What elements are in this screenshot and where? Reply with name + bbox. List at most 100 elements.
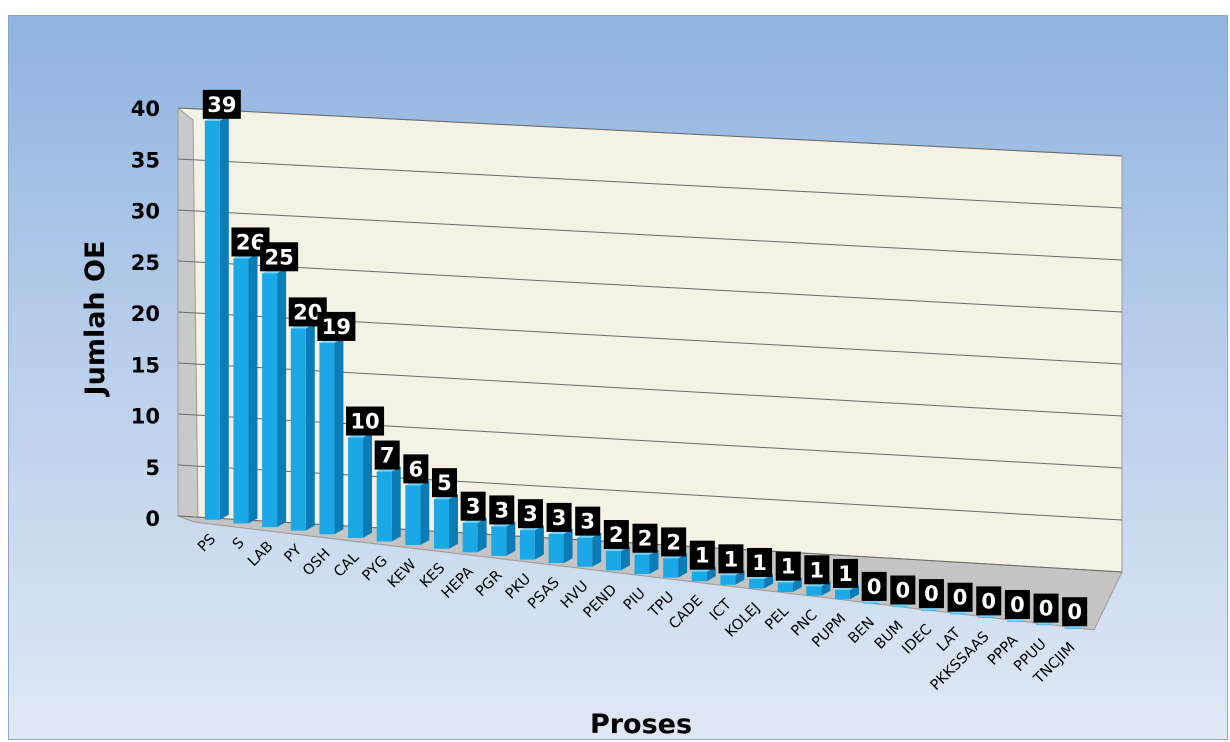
bar [204, 115, 229, 520]
y-axis-title: Jumlah OE [80, 241, 111, 398]
y-tick-label: 10 [131, 405, 160, 429]
data-label-value: 0 [1010, 593, 1025, 617]
data-label-box [202, 89, 241, 119]
bar [577, 532, 602, 567]
data-label-value: 1 [838, 562, 853, 586]
bar-side [592, 532, 602, 567]
data-label-value: 1 [695, 544, 710, 568]
data-label-value: 0 [953, 586, 968, 610]
bar-side [477, 517, 487, 553]
bar-front [233, 258, 249, 524]
data-label-value: 0 [1067, 600, 1082, 624]
x-tick-label: PIU [621, 586, 649, 614]
data-label-box [460, 491, 486, 521]
bar-front [1035, 624, 1051, 626]
bar [663, 553, 688, 578]
y-tick-label: 35 [131, 148, 160, 172]
data-label: 19 [317, 311, 356, 341]
bar-side [420, 480, 430, 546]
data-label-value: 10 [350, 410, 379, 434]
x-tick-label: CAL [331, 549, 362, 580]
gridline [177, 158, 1123, 209]
x-tick-label: PGR [473, 567, 506, 600]
data-label-box [575, 506, 601, 536]
bar-front [806, 586, 822, 596]
bar-front [204, 120, 220, 520]
bar-front [949, 613, 965, 615]
data-label-value: 2 [609, 523, 624, 547]
bar-front [663, 558, 679, 578]
data-label: 3 [517, 499, 543, 529]
data-label: 20 [288, 297, 327, 327]
bar [319, 337, 344, 535]
data-label-box [403, 454, 429, 484]
bar [262, 268, 287, 528]
bar [405, 480, 430, 546]
bar-front [319, 342, 335, 535]
data-label-value: 2 [638, 527, 653, 551]
data-label-value: 0 [924, 582, 939, 606]
data-label-box [890, 575, 916, 605]
y-tick-label: 20 [131, 302, 160, 326]
bar-side [735, 570, 745, 585]
data-label: 5 [431, 468, 457, 498]
y-tick-label: 5 [145, 456, 160, 480]
bar-side [506, 521, 516, 556]
bar [290, 323, 315, 531]
bar-front [1064, 628, 1080, 629]
bar-front [405, 485, 421, 546]
bar-front [605, 551, 621, 571]
bar [462, 517, 487, 553]
data-label-value: 1 [781, 555, 796, 579]
data-label-box [1062, 597, 1088, 627]
data-label-box [431, 468, 457, 498]
y-tick-label: 30 [131, 200, 160, 224]
data-label: 2 [661, 527, 687, 557]
bar-front [749, 578, 765, 589]
data-label-box [603, 520, 629, 550]
bar-front [691, 571, 707, 582]
bar-front [577, 537, 593, 567]
data-label-value: 39 [207, 93, 236, 117]
data-label-box [747, 547, 773, 577]
bar-side [334, 337, 344, 535]
bar-front [978, 617, 994, 618]
data-label-value: 1 [810, 558, 825, 582]
bar-side [620, 546, 630, 571]
data-label: 0 [976, 586, 1002, 616]
data-label-value: 0 [867, 575, 882, 599]
y-axis-ticks: 0 5 10 15 20 25 30 35 40 [131, 97, 160, 531]
bar-side [391, 466, 401, 542]
bar-front [262, 273, 278, 528]
data-label-value: 3 [580, 510, 595, 534]
data-label-value: 19 [322, 315, 351, 339]
bar [634, 549, 659, 574]
bar-front [348, 437, 364, 538]
bar-front [491, 526, 507, 556]
bar [433, 494, 458, 549]
y-tick-label: 40 [131, 97, 160, 121]
bar-side [850, 584, 859, 600]
data-label: 0 [890, 575, 916, 605]
x-tick-label: KEW [385, 557, 420, 592]
x-tick-label: S [230, 535, 248, 553]
bar-side [678, 553, 688, 578]
bar-front [892, 606, 908, 608]
bar-front [519, 530, 535, 560]
data-label: 6 [403, 454, 429, 484]
data-label-value: 0 [1039, 597, 1054, 621]
bar-side [764, 574, 774, 589]
data-label-box [489, 495, 515, 525]
data-label-box [1004, 589, 1030, 619]
bar-side [277, 268, 287, 527]
data-label: 25 [260, 242, 299, 272]
bar-front [835, 589, 851, 600]
data-label: 2 [632, 523, 658, 553]
bar-side [649, 549, 659, 574]
data-label-box [861, 571, 887, 601]
data-label: 0 [1062, 597, 1088, 627]
data-label: 1 [718, 544, 744, 574]
data-label-box [517, 499, 543, 529]
